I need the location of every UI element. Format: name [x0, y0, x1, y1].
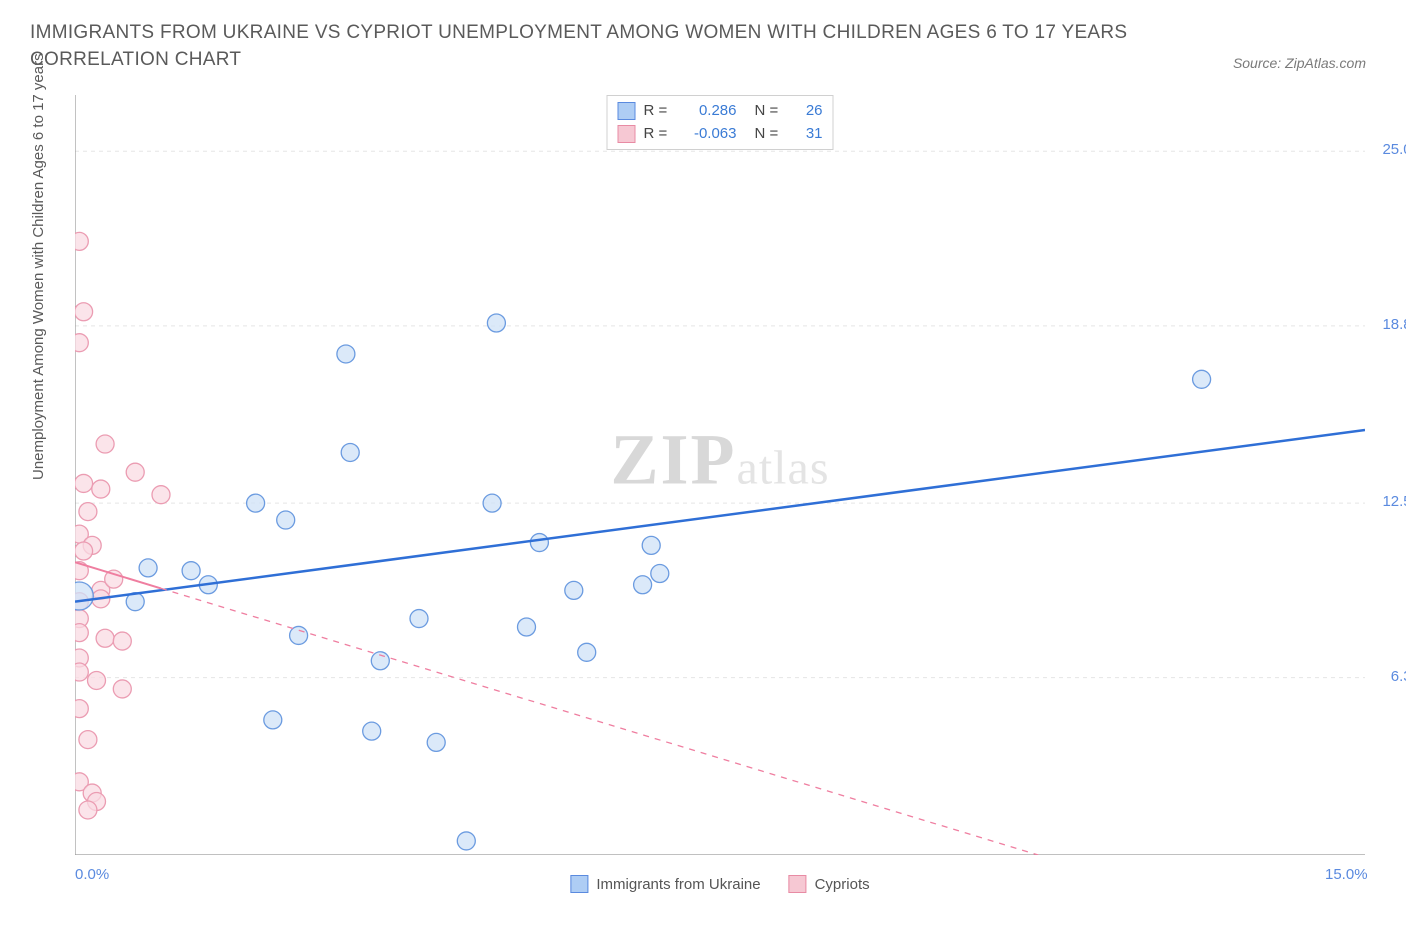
- x-tick-label: 0.0%: [75, 866, 109, 883]
- legend-series-label: Immigrants from Ukraine: [596, 876, 760, 893]
- chart-area: ZIPatlas R = 0.286 N = 26 R = -0.063 N =…: [75, 95, 1365, 855]
- legend-n-label: N =: [755, 123, 785, 146]
- y-tick-label: 12.5%: [1382, 493, 1406, 510]
- legend-n-label: N =: [755, 100, 785, 123]
- legend-r-label: R =: [644, 123, 674, 146]
- chart-title: IMMIGRANTS FROM UKRAINE VS CYPRIOT UNEMP…: [30, 20, 1130, 73]
- y-axis-label: Unemployment Among Women with Children A…: [30, 53, 47, 480]
- legend-r-value: 0.286: [682, 100, 737, 123]
- x-tick-label: 15.0%: [1325, 866, 1368, 883]
- legend-r-label: R =: [644, 100, 674, 123]
- legend-swatch: [618, 102, 636, 120]
- legend-r-value: -0.063: [682, 123, 737, 146]
- series-legend: Immigrants from Ukraine Cypriots: [570, 875, 869, 893]
- y-tick-label: 6.3%: [1391, 668, 1406, 685]
- legend-swatch: [618, 125, 636, 143]
- scatter-plot-svg: [75, 95, 1365, 855]
- legend-series-item: Immigrants from Ukraine: [570, 875, 760, 893]
- legend-swatch: [570, 875, 588, 893]
- legend-correlation-row: R = -0.063 N = 31: [618, 123, 823, 146]
- chart-container: IMMIGRANTS FROM UKRAINE VS CYPRIOT UNEMP…: [0, 0, 1406, 930]
- source-attribution: Source: ZipAtlas.com: [1233, 55, 1366, 71]
- legend-swatch: [789, 875, 807, 893]
- correlation-legend: R = 0.286 N = 26 R = -0.063 N = 31: [607, 95, 834, 150]
- legend-correlation-row: R = 0.286 N = 26: [618, 100, 823, 123]
- legend-series-label: Cypriots: [815, 876, 870, 893]
- y-tick-label: 25.0%: [1382, 141, 1406, 158]
- y-tick-label: 18.8%: [1382, 316, 1406, 333]
- legend-series-item: Cypriots: [789, 875, 870, 893]
- legend-n-value: 26: [793, 100, 823, 123]
- legend-n-value: 31: [793, 123, 823, 146]
